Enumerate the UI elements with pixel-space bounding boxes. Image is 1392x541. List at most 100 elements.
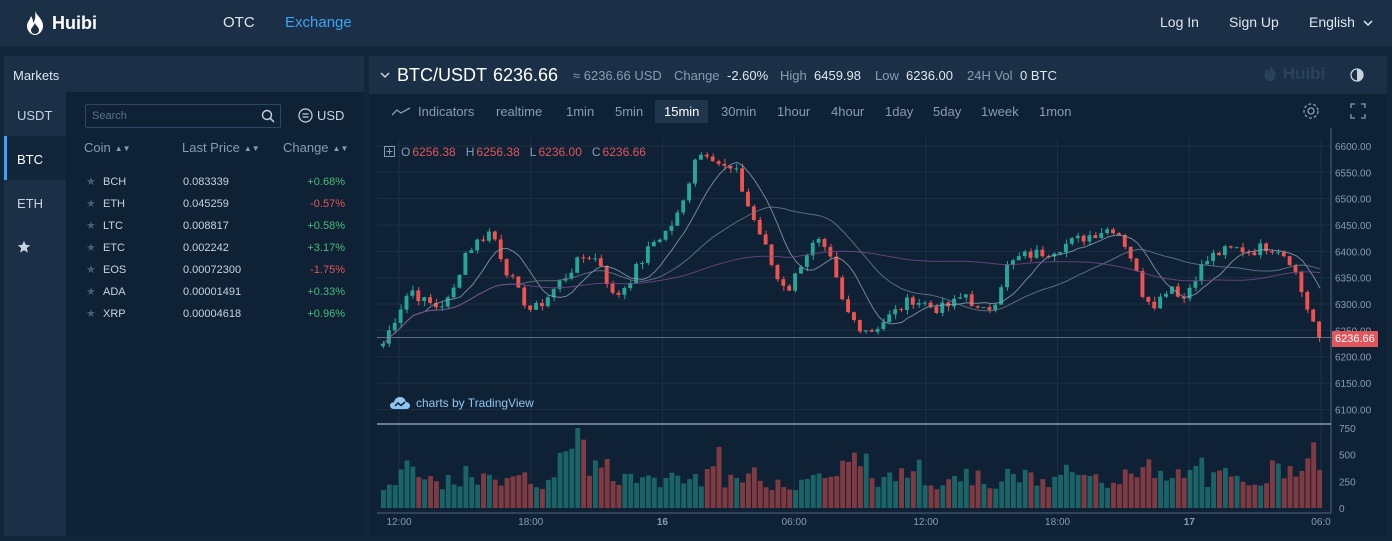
interval-5day[interactable]: 5day: [933, 104, 962, 119]
coin-name: EOS: [103, 264, 127, 276]
search-icon[interactable]: [261, 109, 275, 123]
volume-bar: [716, 446, 722, 508]
last-price: 6236.66: [493, 65, 559, 85]
candle-body: [1028, 251, 1033, 258]
candle-body: [616, 292, 621, 295]
pair-selector[interactable]: BTC/USDT: [397, 65, 487, 85]
volume-bar: [433, 481, 439, 508]
candle-body: [675, 212, 680, 226]
candle-body: [693, 159, 697, 184]
tab-eth[interactable]: ETH: [17, 196, 43, 211]
candle-body: [545, 297, 550, 307]
volume-bar: [622, 473, 628, 508]
candle-body: [1305, 292, 1310, 310]
volume-bar: [693, 474, 698, 508]
market-row[interactable]: ★ BCH 0.083339 +0.68%: [82, 171, 352, 193]
volume-bar: [1175, 469, 1181, 508]
market-row[interactable]: ★ LTC 0.008817 +0.58%: [82, 215, 352, 237]
language-selector[interactable]: English: [1309, 14, 1373, 30]
candle-body: [410, 290, 415, 296]
candle-body: [581, 257, 586, 259]
interval-realtime[interactable]: realtime: [496, 104, 543, 119]
tab-btc[interactable]: BTC: [4, 136, 66, 180]
volume-bar: [628, 473, 634, 508]
volume-bar: [763, 487, 769, 508]
signup-link[interactable]: Sign Up: [1229, 14, 1279, 30]
interval-1hour[interactable]: 1hour: [777, 104, 811, 119]
candle-body: [834, 256, 839, 278]
indicators-icon: [391, 107, 411, 116]
interval-30min[interactable]: 30min: [721, 104, 757, 119]
candle-body: [987, 307, 992, 310]
volume-bar: [910, 471, 916, 508]
volume-bar: [604, 458, 610, 508]
candle-body: [1293, 265, 1298, 272]
fullscreen-icon[interactable]: [1349, 102, 1367, 120]
volume-bar: [528, 483, 534, 508]
volume-bar: [1258, 485, 1264, 508]
star-icon[interactable]: ★: [86, 220, 96, 232]
star-icon[interactable]: ★: [86, 308, 96, 320]
currency-toggle-button[interactable]: USD: [298, 108, 344, 123]
candle-body: [1287, 256, 1292, 266]
ohlc-open: O 6256.38: [401, 145, 456, 159]
market-row[interactable]: ★ ETC 0.002242 +3.17%: [82, 237, 352, 259]
nav-otc[interactable]: OTC: [223, 14, 255, 31]
volume-bar: [1081, 474, 1087, 508]
market-row[interactable]: ★ XRP 0.00004618 +0.96%: [82, 303, 352, 325]
market-row[interactable]: ★ ETH 0.045259 -0.57%: [82, 193, 352, 215]
star-icon[interactable]: ★: [86, 198, 96, 210]
candle-body: [1246, 252, 1251, 254]
chevron-down-icon[interactable]: [379, 69, 391, 81]
interval-4hour[interactable]: 4hour: [831, 104, 865, 119]
star-icon[interactable]: ★: [86, 176, 96, 188]
candlestick-chart[interactable]: 6600.00 6550.00 6500.00 6450.00 6400.00 6350.…: [369, 128, 1387, 536]
market-row[interactable]: ★ ADA 0.00001491 +0.33%: [82, 281, 352, 303]
volume-bar: [787, 489, 793, 508]
candle-body: [398, 309, 403, 323]
interval-1week[interactable]: 1week: [981, 104, 1019, 119]
interval-1min[interactable]: 1min: [566, 104, 595, 119]
login-link[interactable]: Log In: [1160, 14, 1199, 30]
interval-1mon[interactable]: 1mon: [1039, 104, 1072, 119]
coin-name: XRP: [103, 308, 126, 320]
volume-bar: [899, 468, 904, 508]
candle-body: [1128, 246, 1133, 259]
indicators-button[interactable]: Indicators: [418, 104, 475, 119]
tradingview-attribution[interactable]: charts by TradingView: [389, 396, 534, 410]
tab-usdt[interactable]: USDT: [17, 108, 53, 123]
volume-bar: [810, 475, 816, 508]
candle-body: [640, 262, 644, 265]
volume-bar: [675, 475, 681, 508]
candle-body: [1111, 229, 1115, 234]
column-header-coin[interactable]: Coin ▲▼: [84, 140, 131, 155]
candle-body: [463, 252, 468, 275]
volume-bar: [457, 486, 463, 508]
volume-bar: [1275, 463, 1281, 508]
column-header-change[interactable]: Change ▲▼: [283, 140, 349, 155]
interval-15min[interactable]: 15min: [655, 100, 709, 123]
tab-favorites[interactable]: [4, 224, 66, 268]
volume-bar: [1252, 484, 1258, 508]
candle-body: [416, 290, 421, 302]
search-input[interactable]: [86, 105, 256, 127]
candle-body: [799, 266, 803, 274]
candle-body: [663, 230, 668, 240]
flame-icon: [27, 11, 43, 35]
settings-gear-icon[interactable]: [1302, 102, 1320, 120]
interval-1day[interactable]: 1day: [885, 104, 914, 119]
search-box: [85, 104, 281, 128]
expand-icon[interactable]: [384, 146, 395, 157]
volume-bar: [1299, 470, 1305, 508]
theme-toggle-icon[interactable]: [1350, 68, 1364, 82]
interval-5min[interactable]: 5min: [615, 104, 644, 119]
star-icon[interactable]: ★: [86, 264, 96, 276]
star-icon[interactable]: ★: [86, 242, 96, 254]
last-price: 0.00004618: [183, 308, 242, 320]
candle-body: [928, 302, 933, 307]
brand-logo[interactable]: Huibi: [24, 10, 97, 36]
market-row[interactable]: ★ EOS 0.00072300 -1.75%: [82, 259, 352, 281]
column-header-last-price[interactable]: Last Price ▲▼: [182, 140, 260, 155]
star-icon[interactable]: ★: [86, 286, 96, 298]
nav-exchange[interactable]: Exchange: [285, 14, 352, 31]
